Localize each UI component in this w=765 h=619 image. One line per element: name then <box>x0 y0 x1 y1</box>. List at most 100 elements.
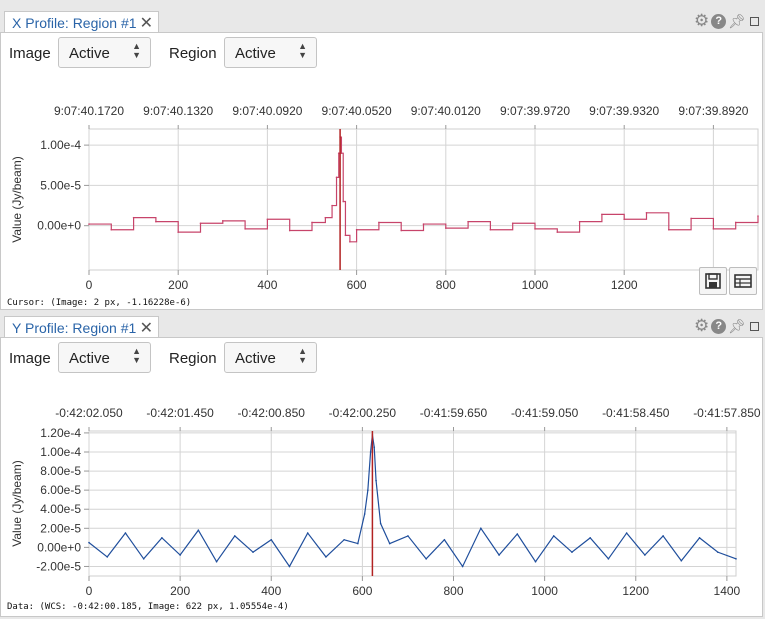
image-select[interactable]: Active ▲ ▼ <box>58 37 151 68</box>
y-tick-label: 0.00e+0 <box>37 219 81 233</box>
data-point <box>578 220 581 223</box>
image-select-value: Active <box>69 45 110 62</box>
x-tick-label: 1000 <box>522 278 549 292</box>
gear-icon[interactable]: ⚙ <box>693 11 710 30</box>
data-point <box>445 227 447 229</box>
y-tick-label: -2.00e-5 <box>36 559 81 573</box>
data-point <box>645 211 648 214</box>
updown-icon: ▲ ▼ <box>132 346 141 365</box>
x-profile-tab-label: X Profile: Region #1 <box>12 15 137 31</box>
y-tick-label: 1.20e-4 <box>40 426 81 440</box>
save-icon <box>705 273 721 289</box>
maximize-icon[interactable] <box>750 16 759 26</box>
maximize-icon[interactable] <box>750 321 759 331</box>
region-select-value: Active <box>235 350 276 367</box>
top-tick-label: 9:07:40.0520 <box>322 104 392 118</box>
y-tick-label: 2.00e-5 <box>40 521 81 535</box>
data-point <box>344 234 347 237</box>
data-point <box>571 551 573 553</box>
data-point <box>516 533 519 535</box>
y-profile-tabbar: Y Profile: Region #1 ✕ ⚙ ? 📌︎ <box>0 315 765 338</box>
data-point <box>199 222 202 225</box>
data-point <box>340 152 343 154</box>
updown-icon: ▲ ▼ <box>132 41 141 60</box>
top-tick-label: 9:07:39.9720 <box>500 104 570 118</box>
data-point <box>106 556 109 558</box>
data-point <box>369 451 372 453</box>
region-label: Region <box>169 350 217 367</box>
data-point <box>367 489 369 491</box>
top-tick-label: 9:07:40.1320 <box>143 104 213 118</box>
data-point <box>244 228 246 230</box>
data-point <box>534 560 537 563</box>
x-profile-chart[interactable]: 0 9:07:40.1720 200 9:07:40.1320 400 9:07:40.0… <box>1 71 762 315</box>
data-point <box>379 522 382 525</box>
x-tick-label: 1200 <box>611 278 638 292</box>
close-icon[interactable]: ✕ <box>139 320 153 337</box>
data-point <box>589 537 591 539</box>
top-tick-label: 9:07:40.1720 <box>54 104 124 118</box>
data-point <box>179 554 181 556</box>
top-tick-label: 9:07:40.0920 <box>232 104 302 118</box>
data-point <box>349 241 351 243</box>
x-profile-body: Image Active ▲ ▼ Region Active ▲ ▼ 0 9:07:4… <box>0 32 763 315</box>
x-tick-label: 0 <box>86 278 93 292</box>
y-profile-chart[interactable]: 0 -0:42:02.050 200 -0:42:01.450 400 -0:42:00.… <box>1 376 762 619</box>
data-point <box>757 215 759 217</box>
pin-icon[interactable]: 📌︎ <box>728 12 746 29</box>
help-icon[interactable]: ? <box>711 13 727 29</box>
help-icon[interactable]: ? <box>711 318 727 334</box>
gear-icon[interactable]: ⚙ <box>693 316 710 335</box>
x-profile-tab[interactable]: X Profile: Region #1 ✕ <box>4 11 159 33</box>
y-tick-label: 1.00e-4 <box>40 445 81 459</box>
data-point <box>335 176 338 179</box>
data-point <box>110 228 113 231</box>
y-profile-plot[interactable]: 0 -0:42:02.050 200 -0:42:01.450 400 -0:42:00.… <box>1 376 762 619</box>
top-tick-label: -0:42:01.450 <box>146 406 214 420</box>
image-label: Image <box>9 45 51 62</box>
y-tick-label: 6.00e-5 <box>40 483 81 497</box>
data-point <box>662 535 664 537</box>
data-point <box>690 217 692 220</box>
data-point <box>716 551 719 553</box>
x-tick-label: 200 <box>170 584 190 598</box>
data-point <box>161 537 163 539</box>
data-point <box>534 228 536 230</box>
data-point <box>132 216 135 219</box>
pin-icon[interactable]: 📌︎ <box>728 317 746 334</box>
data-point <box>325 556 327 558</box>
data-point <box>375 479 377 482</box>
region-select[interactable]: Active ▲ ▼ <box>224 342 317 373</box>
data-point <box>712 228 715 230</box>
data-point <box>266 218 269 221</box>
data-point <box>552 535 555 537</box>
updown-icon: ▲ ▼ <box>298 346 307 365</box>
data-point <box>142 558 145 560</box>
data-point <box>177 231 179 233</box>
data-point <box>124 532 127 534</box>
data-point <box>489 228 492 231</box>
data-point <box>498 554 500 556</box>
top-tick-label: -0:41:59.650 <box>420 406 488 420</box>
x-profile-panel: X Profile: Region #1 ✕ ⚙ ? 📌︎ Image Acti… <box>0 10 765 315</box>
y-tick-label: 4.00e-5 <box>40 502 81 516</box>
x-tick-label: 600 <box>347 278 367 292</box>
save-button[interactable] <box>699 267 727 295</box>
x-profile-plot[interactable]: 0 9:07:40.1720 200 9:07:40.1320 400 9:07:40.0… <box>1 71 762 315</box>
y-profile-panel: Y Profile: Region #1 ✕ ⚙ ? 📌︎ Image Acti… <box>0 315 765 619</box>
region-select[interactable]: Active ▲ ▼ <box>224 37 317 68</box>
data-point <box>734 221 737 224</box>
data-point <box>197 529 200 532</box>
close-icon[interactable]: ✕ <box>139 15 153 32</box>
image-select[interactable]: Active ▲ ▼ <box>58 342 151 373</box>
x-tick-label: 1000 <box>531 584 558 598</box>
table-button[interactable] <box>729 267 757 295</box>
data-point <box>378 221 380 224</box>
data-point <box>443 538 446 541</box>
data-point <box>480 527 482 530</box>
y-profile-toolbar: ⚙ ? 📌︎ <box>692 316 759 336</box>
top-tick-label: 9:07:40.0120 <box>411 104 481 118</box>
y-axis-label: Value (Jy/beam) <box>10 460 24 546</box>
y-profile-tab[interactable]: Y Profile: Region #1 ✕ <box>4 316 159 338</box>
data-point <box>252 551 254 553</box>
